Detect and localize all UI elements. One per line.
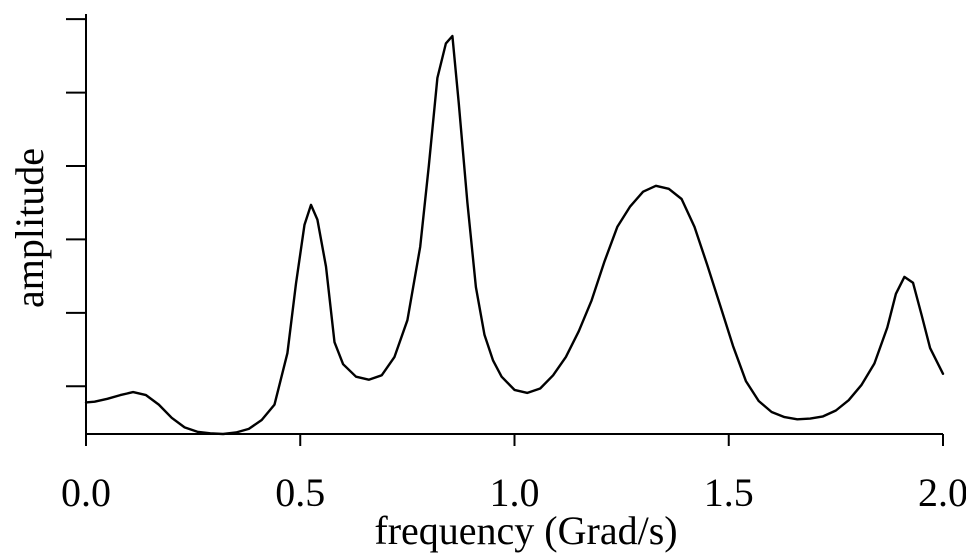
labels: frequency (Grad/s) amplitude xyxy=(7,148,678,553)
x-tick-label: 1.5 xyxy=(704,470,754,515)
x-axis-label: frequency (Grad/s) xyxy=(374,508,677,553)
y-axis-label: amplitude xyxy=(7,148,52,308)
series-line xyxy=(84,34,945,436)
ticks: 0.0 0.5 1.0 1.5 2.0 xyxy=(61,18,966,515)
x-tick-label: 1.0 xyxy=(490,470,540,515)
axes xyxy=(85,14,943,435)
series xyxy=(84,34,945,436)
x-tick-label: 0.0 xyxy=(61,470,111,515)
x-tick-label: 2.0 xyxy=(918,470,966,515)
x-tick-label: 0.5 xyxy=(275,470,325,515)
